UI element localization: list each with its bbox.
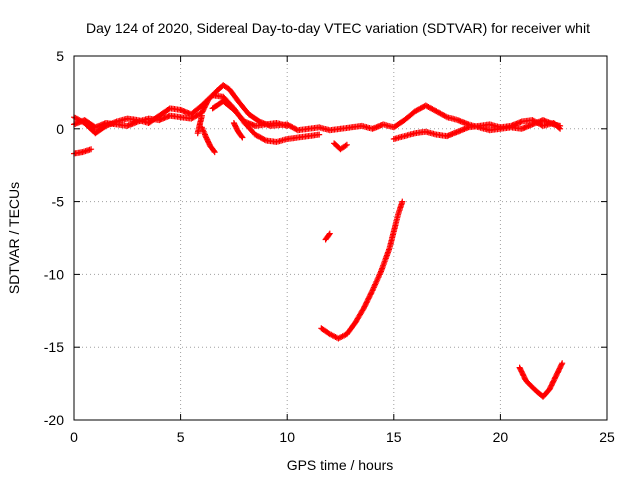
plot-frame: [73, 55, 608, 421]
data-track: [331, 140, 350, 153]
x-axis-label: GPS time / hours: [287, 457, 394, 473]
y-tick-label: -10: [44, 266, 64, 282]
data-track: [322, 230, 333, 243]
x-tick-label: 5: [177, 429, 185, 445]
y-tick-label: -20: [44, 412, 64, 428]
data-track: [516, 360, 566, 400]
data-track: [390, 117, 564, 142]
data-track: [194, 112, 205, 137]
tick-labels: 0 5 10 15 20 25 5 0 -5 -10 -15 -20: [44, 48, 615, 445]
data-point-markers: [194, 112, 205, 137]
axis-ticks: [73, 55, 608, 421]
data-track: [230, 120, 246, 141]
y-axis-label: SDTVAR / TECUs: [6, 182, 22, 294]
data-track: [318, 198, 406, 342]
chart-title: Day 124 of 2020, Sidereal Day-to-day VTE…: [86, 20, 590, 36]
y-tick-label: -5: [52, 194, 65, 210]
data-track: [209, 98, 291, 129]
data-point-markers: [390, 117, 564, 142]
y-tick-label: -15: [44, 339, 64, 355]
y-tick-label: 5: [56, 48, 64, 64]
x-tick-label: 20: [493, 429, 509, 445]
data-series: [71, 82, 566, 400]
data-point-markers: [331, 140, 350, 153]
x-tick-label: 15: [386, 429, 402, 445]
x-tick-label: 0: [70, 429, 78, 445]
data-point-markers: [322, 230, 333, 243]
y-tick-label: 0: [56, 121, 64, 137]
data-point-markers: [318, 198, 406, 342]
x-tick-label: 10: [279, 429, 295, 445]
data-point-markers: [209, 98, 291, 129]
data-point-markers: [230, 120, 246, 141]
x-tick-label: 25: [599, 429, 615, 445]
data-point-markers: [516, 360, 566, 400]
